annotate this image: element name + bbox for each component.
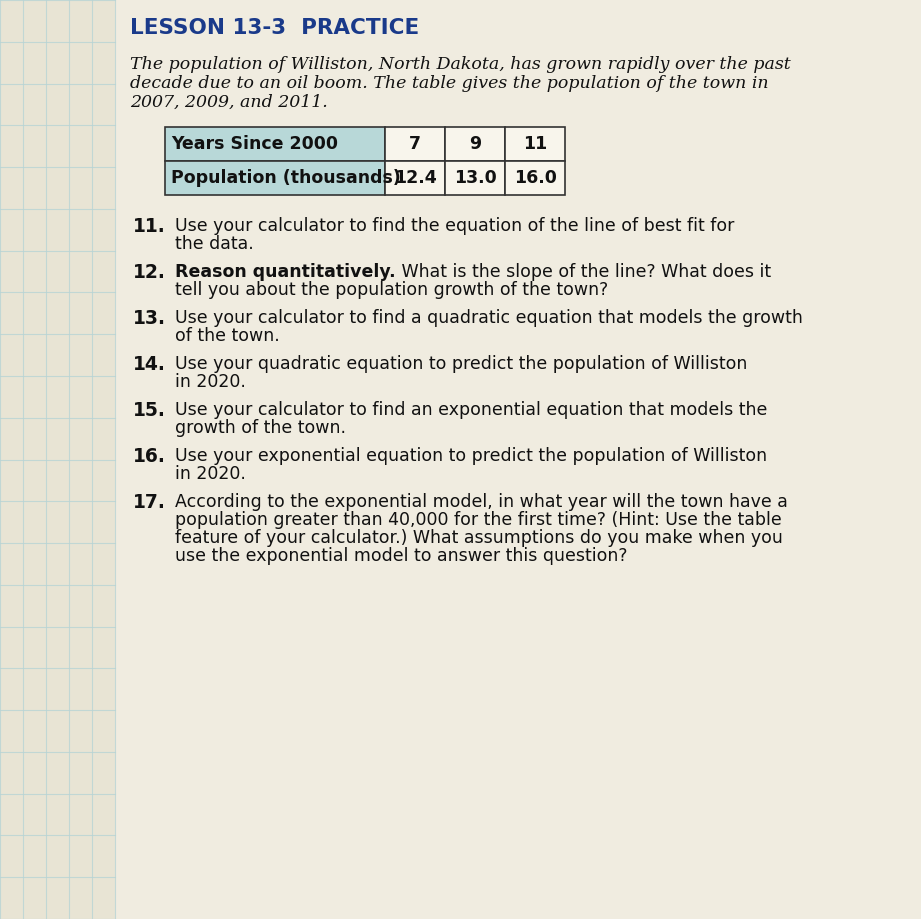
Text: Years Since 2000: Years Since 2000	[171, 135, 338, 153]
Text: Use your calculator to find an exponential equation that models the: Use your calculator to find an exponenti…	[175, 401, 767, 419]
Text: 13.: 13.	[133, 309, 166, 328]
Text: What is the slope of the line? What does it: What is the slope of the line? What does…	[396, 263, 771, 281]
Text: in 2020.: in 2020.	[175, 373, 246, 391]
Text: 2007, 2009, and 2011.: 2007, 2009, and 2011.	[130, 94, 328, 111]
Text: Population (thousands): Population (thousands)	[171, 169, 401, 187]
Text: the data.: the data.	[175, 235, 254, 253]
Text: The population of Williston, North Dakota, has grown rapidly over the past: The population of Williston, North Dakot…	[130, 56, 791, 73]
Text: population greater than 40,000 for the first time? (Hint: Use the table: population greater than 40,000 for the f…	[175, 511, 782, 529]
Text: in 2020.: in 2020.	[175, 465, 246, 483]
Bar	[165, 127, 385, 161]
Bar	[165, 161, 385, 195]
Bar	[505, 161, 565, 195]
Text: Use your exponential equation to predict the population of Williston: Use your exponential equation to predict…	[175, 447, 767, 465]
Bar	[445, 161, 505, 195]
Bar	[0, 0, 115, 919]
Bar	[385, 127, 445, 161]
Text: 11.: 11.	[133, 217, 166, 236]
Text: decade due to an oil boom. The table gives the population of the town in: decade due to an oil boom. The table giv…	[130, 75, 769, 92]
Text: 15.: 15.	[133, 401, 166, 420]
Text: 7: 7	[409, 135, 421, 153]
Text: of the town.: of the town.	[175, 327, 280, 345]
Text: 12.4: 12.4	[393, 169, 437, 187]
Text: 13.0: 13.0	[454, 169, 496, 187]
Bar	[445, 127, 505, 161]
Bar	[385, 161, 445, 195]
Text: 17.: 17.	[133, 493, 166, 512]
Text: feature of your calculator.) What assumptions do you make when you: feature of your calculator.) What assump…	[175, 529, 783, 547]
Text: 14.: 14.	[133, 355, 166, 374]
Text: 9: 9	[469, 135, 481, 153]
Text: Use your quadratic equation to predict the population of Williston: Use your quadratic equation to predict t…	[175, 355, 747, 373]
Text: Use your calculator to find a quadratic equation that models the growth: Use your calculator to find a quadratic …	[175, 309, 803, 327]
Text: 16.: 16.	[133, 447, 166, 466]
Text: growth of the town.: growth of the town.	[175, 419, 346, 437]
Text: use the exponential model to answer this question?: use the exponential model to answer this…	[175, 547, 627, 565]
Text: According to the exponential model, in what year will the town have a: According to the exponential model, in w…	[175, 493, 787, 511]
Text: Reason quantitatively.: Reason quantitatively.	[175, 263, 396, 281]
Bar	[505, 127, 565, 161]
Text: 16.0: 16.0	[514, 169, 556, 187]
Text: LESSON 13-3  PRACTICE: LESSON 13-3 PRACTICE	[130, 18, 419, 38]
Text: 11: 11	[523, 135, 547, 153]
Text: 12.: 12.	[133, 263, 166, 282]
Text: tell you about the population growth of the town?: tell you about the population growth of …	[175, 281, 608, 299]
Text: Use your calculator to find the equation of the line of best fit for: Use your calculator to find the equation…	[175, 217, 734, 235]
